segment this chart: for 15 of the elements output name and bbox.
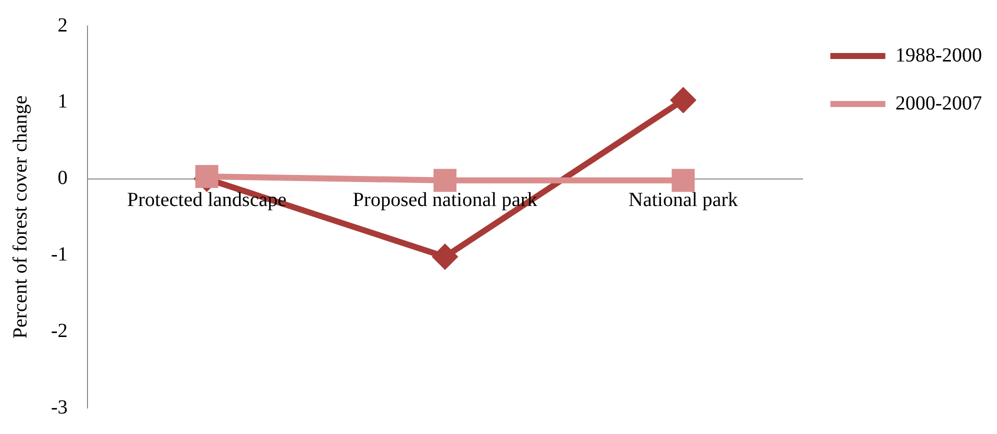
point xyxy=(434,168,456,192)
y-axis-title: Percent of forest cover change xyxy=(9,95,32,339)
point xyxy=(671,88,696,112)
legend-label: 2000-2007 xyxy=(895,92,982,114)
point xyxy=(195,165,218,188)
y-tick-label: -1 xyxy=(50,243,68,266)
y-tick-label: 2 xyxy=(58,14,68,36)
x-tick-label: National park xyxy=(628,189,738,212)
y-tick-label: 1 xyxy=(58,90,68,113)
y-tick-label: -2 xyxy=(50,320,68,342)
y-tick-label: 0 xyxy=(58,167,68,190)
point xyxy=(672,168,695,192)
legend-label: 1988-2000 xyxy=(895,44,982,66)
y-tick-label: -3 xyxy=(50,396,68,418)
point xyxy=(433,244,457,269)
